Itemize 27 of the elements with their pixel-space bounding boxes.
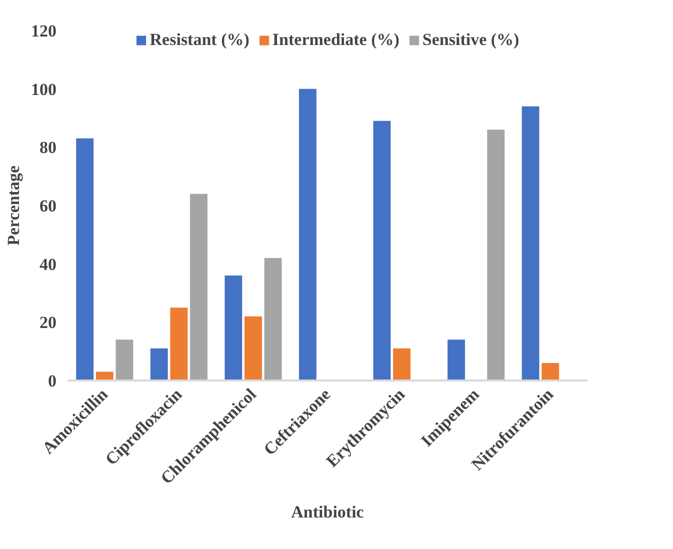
- x-axis-title: Antibiotic: [291, 502, 364, 522]
- bar: [522, 106, 540, 380]
- bar: [190, 194, 208, 380]
- y-tick-label: 120: [31, 22, 56, 40]
- bar: [448, 340, 465, 380]
- legend-label: Resistant (%): [150, 30, 250, 50]
- y-tick-label: 40: [40, 254, 56, 274]
- bar: [244, 316, 262, 380]
- bar: [487, 130, 505, 380]
- y-tick-label: 0: [48, 372, 56, 390]
- bar: [298, 88, 316, 380]
- y-tick-label: 60: [40, 196, 56, 216]
- bar: [542, 363, 560, 380]
- bar: [150, 348, 168, 380]
- y-tick-label: 80: [40, 138, 56, 158]
- y-tick-label: 100: [31, 80, 56, 99]
- bar: [76, 138, 94, 380]
- y-axis-title: Percentage: [4, 165, 23, 246]
- bar: [264, 258, 282, 380]
- bar: [224, 276, 242, 380]
- bar: [373, 120, 391, 380]
- bar: [393, 348, 410, 380]
- legend-label: Intermediate (%): [272, 30, 400, 50]
- legend-label: Sensitive (%): [422, 30, 520, 50]
- bar: [170, 308, 188, 380]
- y-tick-label: 20: [40, 313, 56, 332]
- bar: [116, 340, 134, 380]
